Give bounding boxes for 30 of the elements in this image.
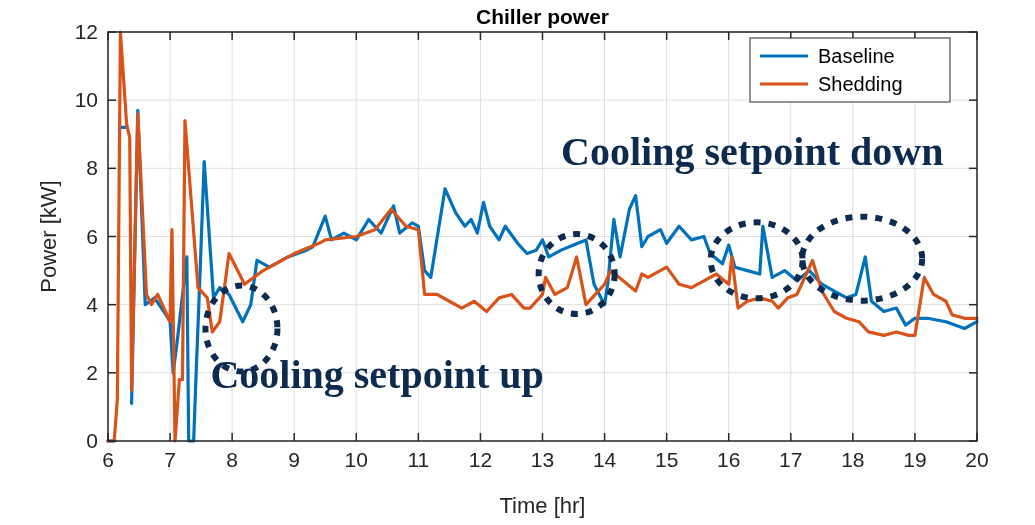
annotation: Cooling setpoint up <box>210 352 544 398</box>
x-tick-label: 16 <box>717 448 741 471</box>
legend-label: Shedding <box>818 73 903 95</box>
legend-label: Baseline <box>818 45 895 67</box>
x-tick-label: 9 <box>288 448 301 471</box>
chart-title: Chiller power <box>475 5 610 28</box>
x-axis-title: Time [hr] <box>499 493 586 518</box>
x-tick-label: 10 <box>344 448 368 471</box>
x-tick-label: 8 <box>226 448 238 471</box>
x-tick-label: 15 <box>654 448 679 471</box>
annotation: Cooling setpoint down <box>561 128 944 174</box>
x-tick-label: 18 <box>841 448 865 471</box>
y-tick-label: 4 <box>86 292 99 316</box>
y-tick-label: 12 <box>74 20 98 43</box>
x-tick-label: 14 <box>592 448 617 471</box>
y-tick-label: 0 <box>86 429 98 452</box>
x-tick-label: 17 <box>779 448 803 471</box>
y-tick-label: 10 <box>74 88 98 112</box>
x-tick-label: 19 <box>903 448 927 471</box>
y-tick-label: 8 <box>86 156 98 180</box>
x-tick-label: 11 <box>407 448 430 471</box>
y-tick-label: 2 <box>86 360 98 384</box>
y-axis-title: Power [kW] <box>36 180 61 293</box>
x-tick-label: 13 <box>530 448 555 471</box>
x-tick-label: 20 <box>965 448 989 471</box>
x-tick-label: 12 <box>468 448 493 471</box>
y-tick-label: 6 <box>86 224 98 248</box>
line-series <box>106 30 979 443</box>
x-tick-label: 6 <box>102 448 114 471</box>
x-tick-label: 7 <box>164 448 176 471</box>
